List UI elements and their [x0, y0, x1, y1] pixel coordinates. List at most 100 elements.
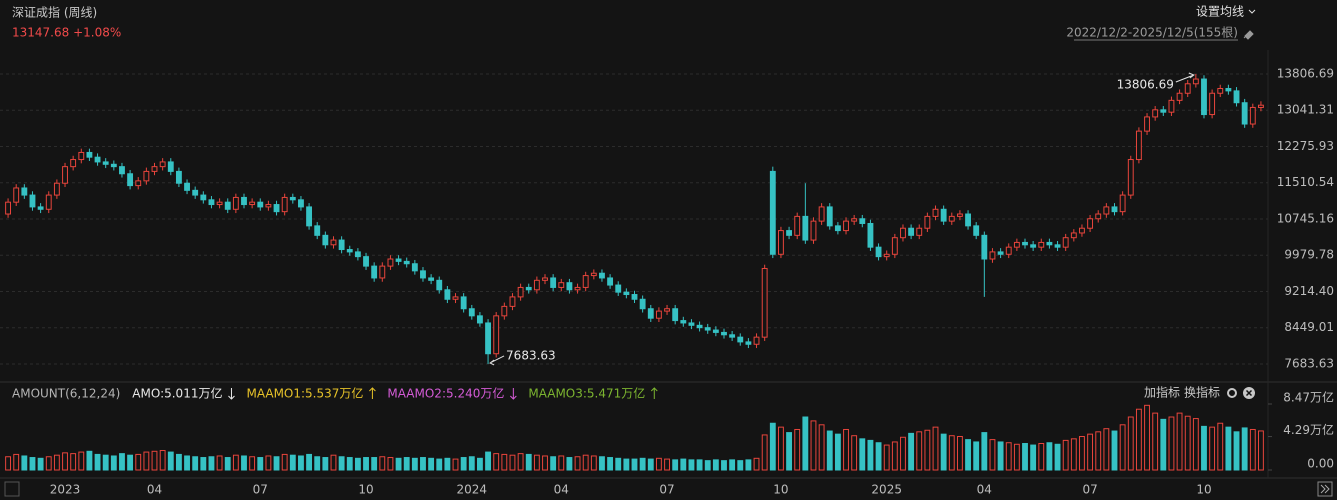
candle-body: [37, 206, 44, 210]
scroll-start-button[interactable]: [4, 481, 20, 497]
annotation-arrow: [1175, 72, 1195, 83]
candle-body: [13, 187, 20, 203]
volume-bar: [1135, 408, 1142, 471]
add-indicator[interactable]: 加指标: [1144, 385, 1180, 400]
volume-bar: [1192, 418, 1199, 471]
candle-body: [62, 166, 68, 184]
y-tick-label: 4.29万亿: [1283, 422, 1334, 437]
volume-bar: [1046, 442, 1053, 471]
volume-bar: [5, 456, 11, 471]
volume-bar: [338, 456, 345, 471]
volume-bar: [558, 455, 565, 471]
candle-body: [664, 308, 670, 312]
volume-bar: [753, 457, 760, 471]
candle-body: [517, 286, 524, 298]
x-tick-label: 2025: [871, 483, 902, 497]
candle-body: [21, 187, 28, 196]
volume-bar: [485, 451, 491, 471]
volume-bar: [859, 438, 866, 471]
settings-icon[interactable]: [1227, 388, 1237, 398]
candle-body: [1168, 99, 1175, 113]
candle-body: [86, 151, 93, 158]
volume-bar: [1013, 443, 1020, 471]
candle-body: [900, 227, 906, 239]
candle-body: [794, 215, 801, 236]
volume-bar: [525, 453, 532, 471]
candle-body: [216, 201, 223, 206]
volume-bar: [94, 453, 101, 471]
y-tick-label: 9214.40: [1284, 284, 1334, 298]
candle-body: [387, 258, 394, 267]
candle-body: [94, 156, 101, 163]
candle-body: [965, 213, 971, 227]
candle-body: [53, 182, 60, 196]
volume-bar: [1225, 426, 1232, 471]
trend-arrow: [650, 387, 658, 399]
dropdown-icon[interactable]: [1248, 9, 1256, 14]
volume-bar: [53, 454, 60, 471]
candle-body: [615, 284, 622, 293]
candle-body: [1233, 90, 1240, 104]
volume-bar: [86, 450, 93, 471]
candle-body: [582, 275, 589, 288]
volume-bar: [875, 442, 882, 471]
volume-bar: [175, 453, 182, 471]
volume-bar: [1030, 444, 1037, 471]
volume-bar: [680, 458, 687, 471]
candle-body: [1201, 78, 1207, 116]
y-tick-label: 12275.93: [1277, 139, 1334, 153]
candle-body: [5, 201, 11, 215]
candle-body: [314, 225, 321, 236]
volume-bar: [1054, 443, 1061, 471]
candle-body: [1258, 104, 1264, 108]
candle-body: [1022, 241, 1028, 246]
candle-body: [1135, 130, 1142, 161]
volume-bar: [1201, 425, 1207, 471]
date-range[interactable]: 2022/12/2-2025/12/5(155根): [1066, 26, 1238, 40]
candle-body: [249, 201, 256, 206]
candle-body: [1144, 116, 1150, 132]
volume-bar: [818, 424, 825, 471]
volume-bar: [1005, 442, 1012, 471]
candle-body: [460, 296, 467, 310]
candle-body: [1103, 206, 1110, 215]
close-cross[interactable]: [1245, 389, 1253, 397]
x-tick-label: 10: [1196, 483, 1211, 497]
volume-bar: [834, 433, 841, 471]
volume-bar: [403, 457, 410, 471]
pin-icon[interactable]: [1243, 30, 1254, 40]
candle-body: [468, 308, 475, 317]
trend-arrow: [369, 387, 376, 399]
candle-body: [119, 166, 125, 175]
candle-body: [956, 213, 963, 217]
volume-bar: [460, 457, 467, 471]
candle-body: [257, 201, 264, 208]
candle-body: [826, 206, 833, 227]
volume-bar: [306, 453, 313, 471]
volume-bar: [1160, 418, 1167, 471]
scroll-end-icon[interactable]: [1320, 484, 1330, 494]
ma-button[interactable]: 设置均线: [1196, 5, 1244, 19]
volume-bar: [119, 453, 125, 471]
indicator-value: AMO:5.011万亿: [132, 386, 222, 401]
candle-body: [1152, 109, 1159, 118]
candle-body: [1013, 241, 1020, 248]
candle-body: [330, 239, 337, 246]
volume-bar: [615, 457, 622, 471]
volume-bar: [102, 454, 109, 471]
candle-body: [1005, 246, 1012, 255]
volume-bar: [1087, 433, 1094, 471]
x-tick-label: 07: [253, 483, 268, 497]
candle-body: [1054, 244, 1061, 248]
scroll-end-button[interactable]: [1317, 481, 1333, 497]
volume-bar: [1111, 430, 1118, 471]
volume-bar: [745, 459, 752, 471]
switch-indicator[interactable]: 换指标: [1184, 385, 1220, 400]
volume-bar: [1079, 435, 1085, 471]
volume-bar: [900, 436, 906, 471]
volume-bar: [346, 457, 353, 471]
volume-bar: [78, 451, 85, 471]
y-tick-label: 7683.63: [1284, 356, 1334, 370]
candle-body: [1184, 83, 1191, 94]
volume-bar: [769, 422, 776, 471]
